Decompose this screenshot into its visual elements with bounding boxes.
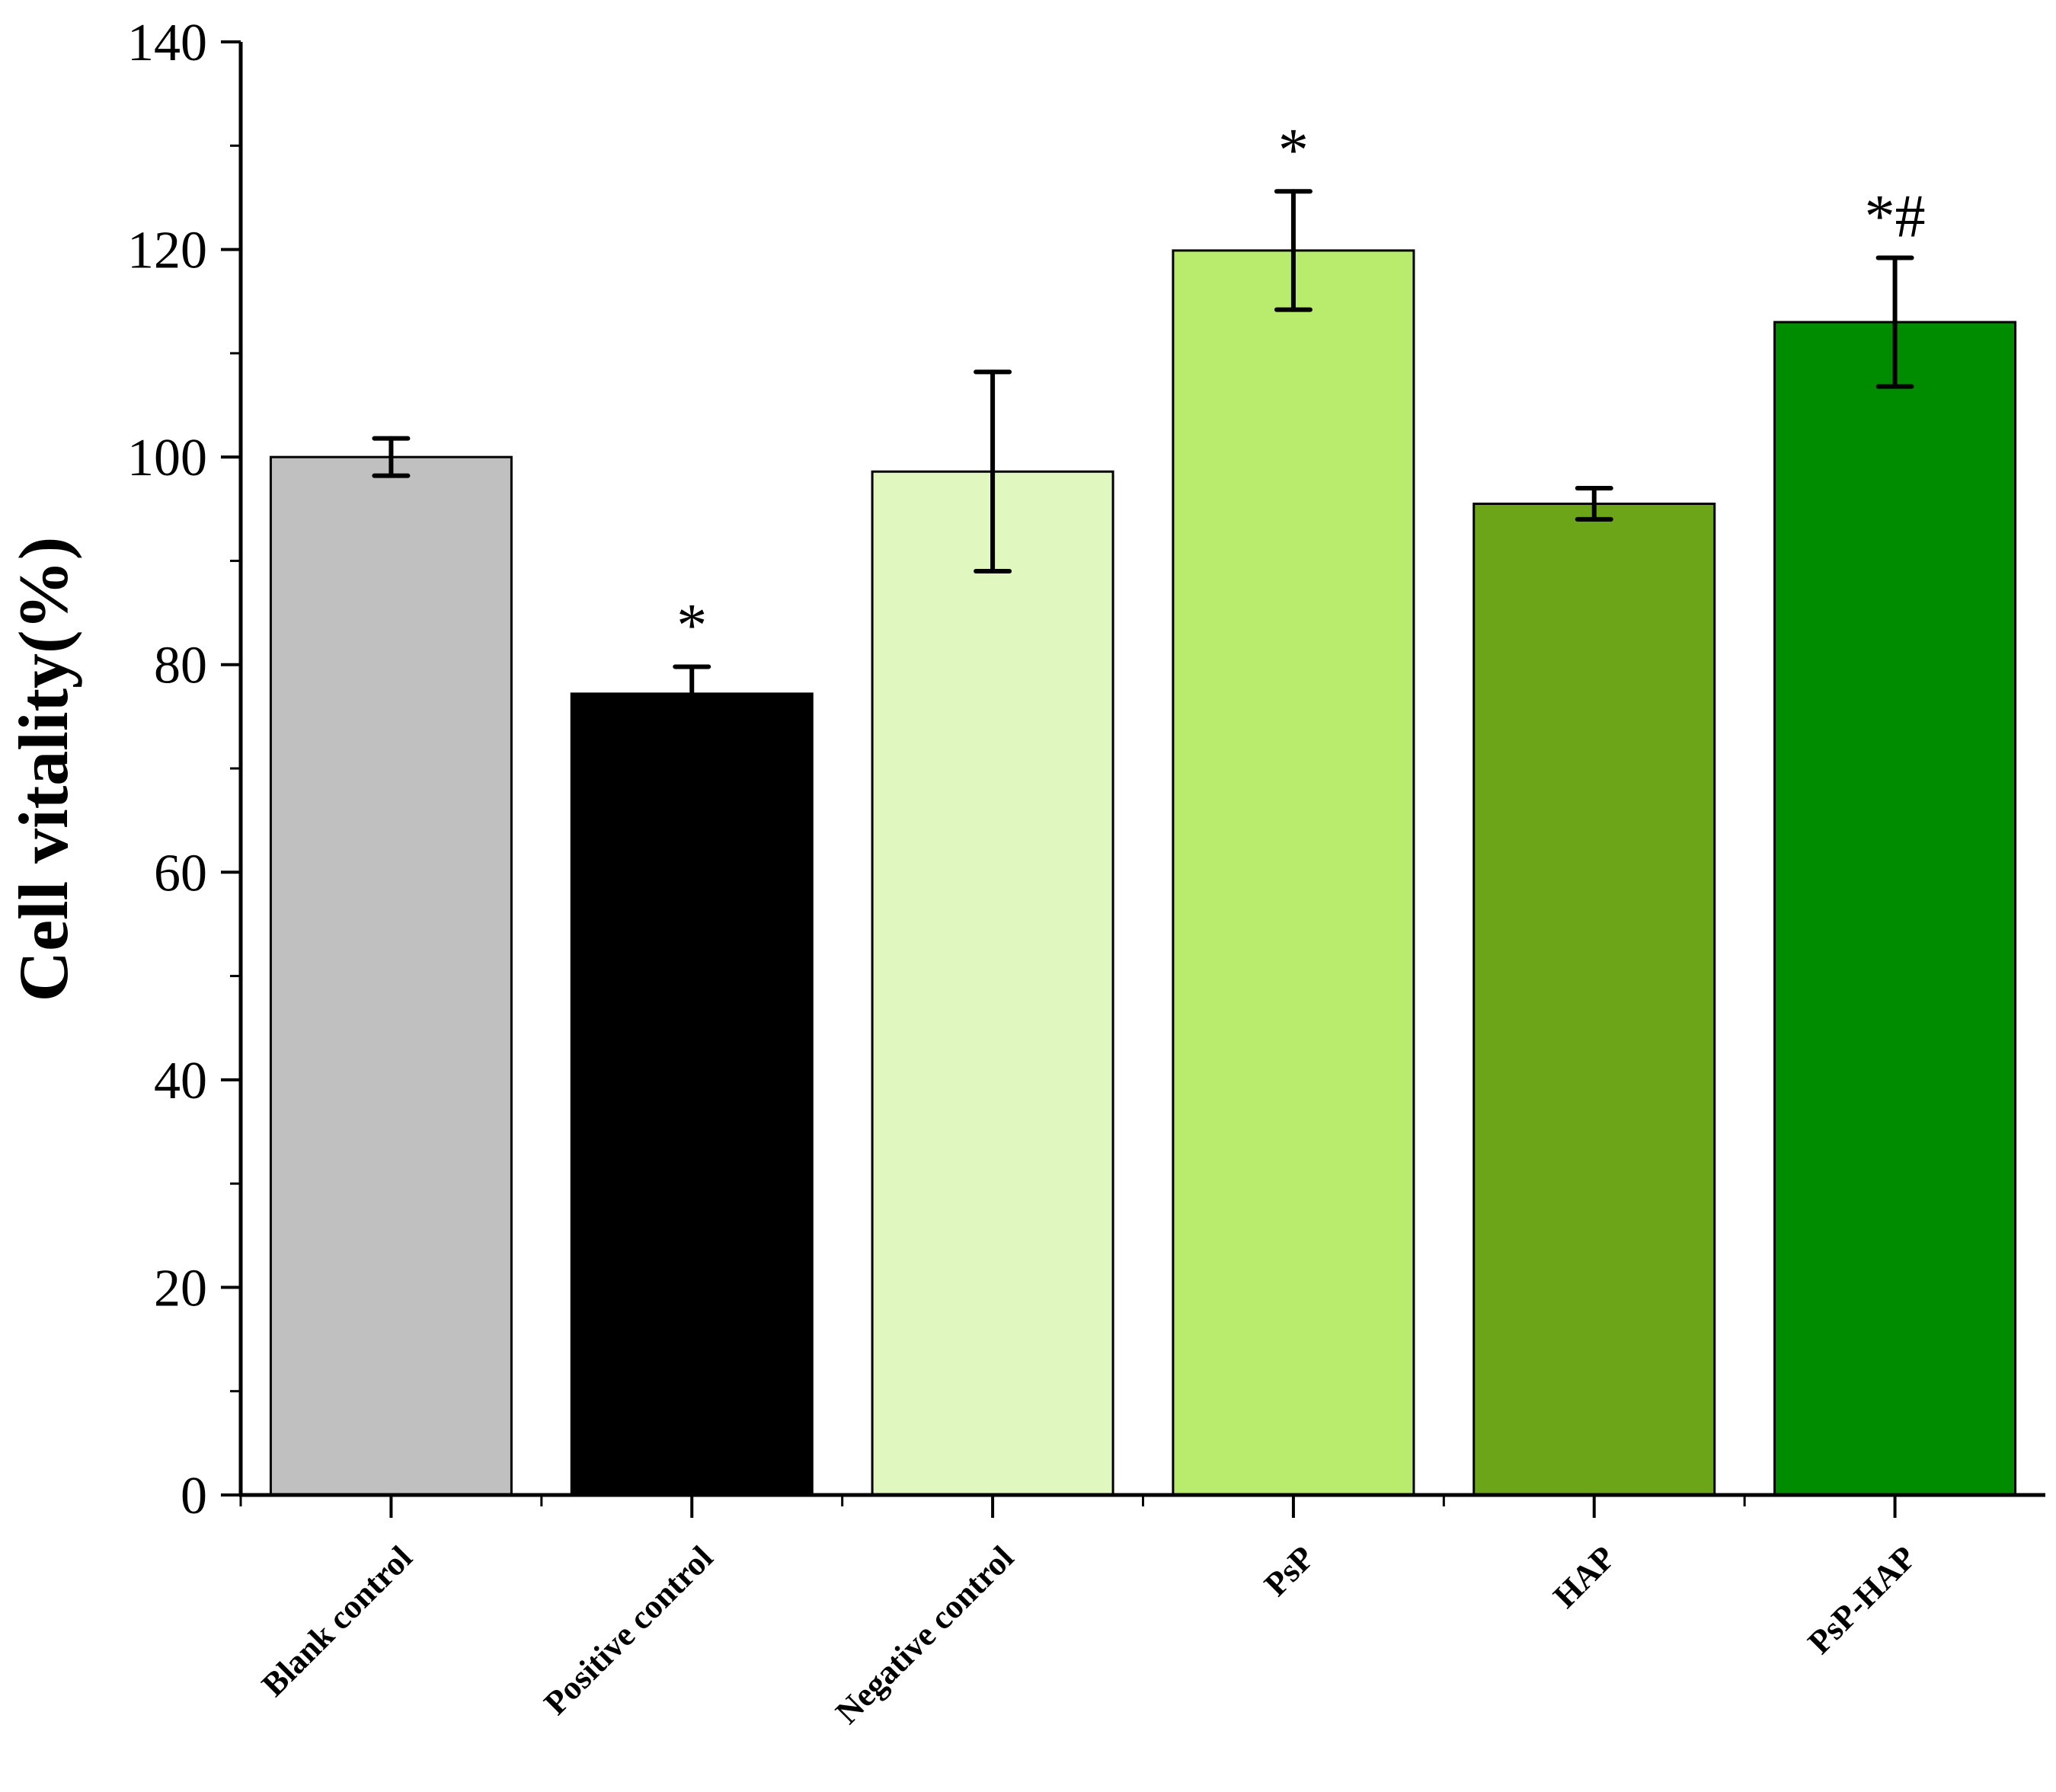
x-tick-label: PsP-HAP bbox=[1801, 1538, 1923, 1661]
error-bar bbox=[372, 436, 411, 478]
significance-marker: * bbox=[676, 592, 707, 659]
error-bar bbox=[1875, 255, 1914, 389]
x-tick-label: Blank control bbox=[254, 1538, 419, 1703]
y-tick-label: 120 bbox=[127, 222, 207, 280]
y-tick-label: 60 bbox=[154, 844, 207, 902]
error-bar bbox=[1274, 189, 1313, 312]
error-bar bbox=[1575, 486, 1613, 522]
x-tick-label: PsP bbox=[1257, 1538, 1322, 1603]
significance-marker: *# bbox=[1865, 183, 1926, 250]
bars: * * *# bbox=[269, 117, 2017, 1497]
y-tick-label: 80 bbox=[154, 637, 207, 695]
y-tick-label: 100 bbox=[127, 429, 207, 487]
error-bar bbox=[673, 664, 711, 724]
y-tick-label: 20 bbox=[154, 1259, 207, 1318]
bar bbox=[1472, 502, 1716, 1497]
significance-marker: * bbox=[1278, 117, 1309, 184]
error-bar bbox=[974, 369, 1012, 574]
y-tick-label: 40 bbox=[154, 1052, 207, 1110]
y-tick-label: 140 bbox=[127, 14, 207, 72]
bar bbox=[1773, 321, 2017, 1497]
x-tick-label: Positive control bbox=[537, 1538, 721, 1722]
y-axis-label: Cell vitality(%) bbox=[5, 537, 82, 1002]
bar bbox=[269, 455, 513, 1497]
bar bbox=[1172, 249, 1415, 1497]
x-tick-label: Negative control bbox=[828, 1538, 1021, 1731]
y-tick-label: 0 bbox=[181, 1467, 207, 1525]
x-tick-label: HAP bbox=[1546, 1538, 1622, 1615]
bar bbox=[871, 470, 1114, 1497]
bar bbox=[570, 692, 814, 1497]
